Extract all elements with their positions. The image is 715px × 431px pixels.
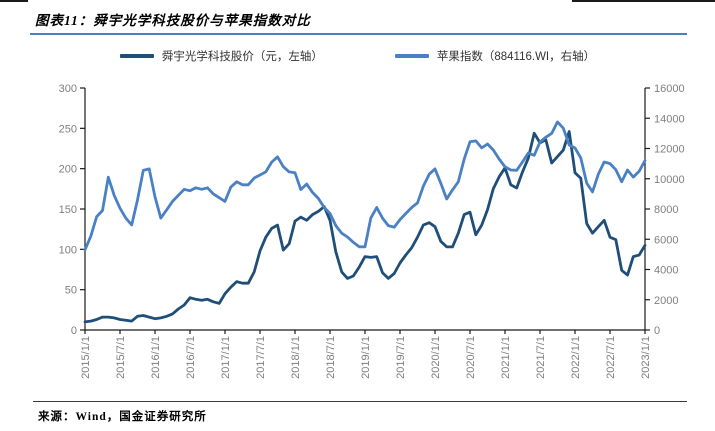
right-tick-label: 12000: [654, 144, 685, 156]
top-border-right: [572, 0, 715, 2]
title-underline: [30, 33, 687, 35]
x-tick-label: 2019/1/1: [360, 336, 372, 379]
right-tick-label: 10000: [654, 174, 685, 186]
left-tick-label: 0: [71, 325, 77, 337]
source-note: 来源：Wind，国金证券研究所: [38, 411, 207, 423]
chart-legend: 舜宇光学科技股价（元，左轴） 苹果指数（884116.WI，右轴）: [0, 48, 715, 64]
legend-label-sunny-stock: 舜宇光学科技股价（元，左轴）: [161, 51, 323, 63]
right-tick-label: 16000: [654, 83, 685, 95]
left-tick-label: 300: [59, 83, 77, 95]
x-tick-label: 2017/7/1: [255, 336, 267, 379]
legend-item-apple-index: 苹果指数（884116.WI，右轴）: [394, 48, 596, 64]
right-tick-label: 4000: [654, 265, 678, 277]
bottom-rule: [33, 401, 687, 402]
x-tick-label: 2022/7/1: [605, 336, 617, 379]
x-tick-label: 2020/1/1: [430, 336, 442, 379]
x-tick-label: 2016/1/1: [150, 336, 162, 379]
series-line-1: [83, 120, 647, 252]
series-line-0: [83, 130, 647, 324]
right-tick-label: 2000: [654, 295, 678, 307]
x-tick-label: 2023/1/1: [640, 336, 652, 379]
x-tick-label: 2016/7/1: [185, 336, 197, 379]
figure-title-row: 图表11：舜宇光学科技股价与苹果指数对比: [35, 9, 695, 30]
left-tick-label: 50: [65, 285, 77, 297]
x-tick-label: 2015/7/1: [115, 336, 127, 379]
x-tick-label: 2018/1/1: [290, 336, 302, 379]
top-border-left: [0, 0, 28, 2]
x-tick-label: 2022/1/1: [570, 336, 582, 379]
left-tick-label: 150: [59, 204, 77, 216]
right-tick-label: 14000: [654, 113, 685, 125]
legend-item-sunny-stock: 舜宇光学科技股价（元，左轴）: [119, 48, 323, 64]
x-tick-label: 2020/7/1: [465, 336, 477, 379]
right-tick-label: 0: [654, 325, 660, 337]
right-tick-label: 8000: [654, 204, 678, 216]
left-tick-label: 200: [59, 164, 77, 176]
left-tick-label: 100: [59, 244, 77, 256]
legend-swatch-sunny-stock: [119, 54, 154, 58]
legend-label-apple-index: 苹果指数（884116.WI，右轴）: [436, 51, 596, 63]
x-tick-label: 2021/1/1: [500, 336, 512, 379]
right-tick-label: 6000: [654, 234, 678, 246]
left-tick-label: 250: [59, 123, 77, 135]
x-tick-label: 2017/1/1: [220, 336, 232, 379]
figure-title: 图表11：舜宇光学科技股价与苹果指数对比: [35, 13, 311, 28]
x-tick-label: 2018/7/1: [325, 336, 337, 379]
x-tick-label: 2021/7/1: [535, 336, 547, 379]
x-tick-label: 2015/1/1: [80, 336, 92, 379]
x-tick-label: 2019/7/1: [395, 336, 407, 379]
legend-swatch-apple-index: [394, 54, 429, 58]
